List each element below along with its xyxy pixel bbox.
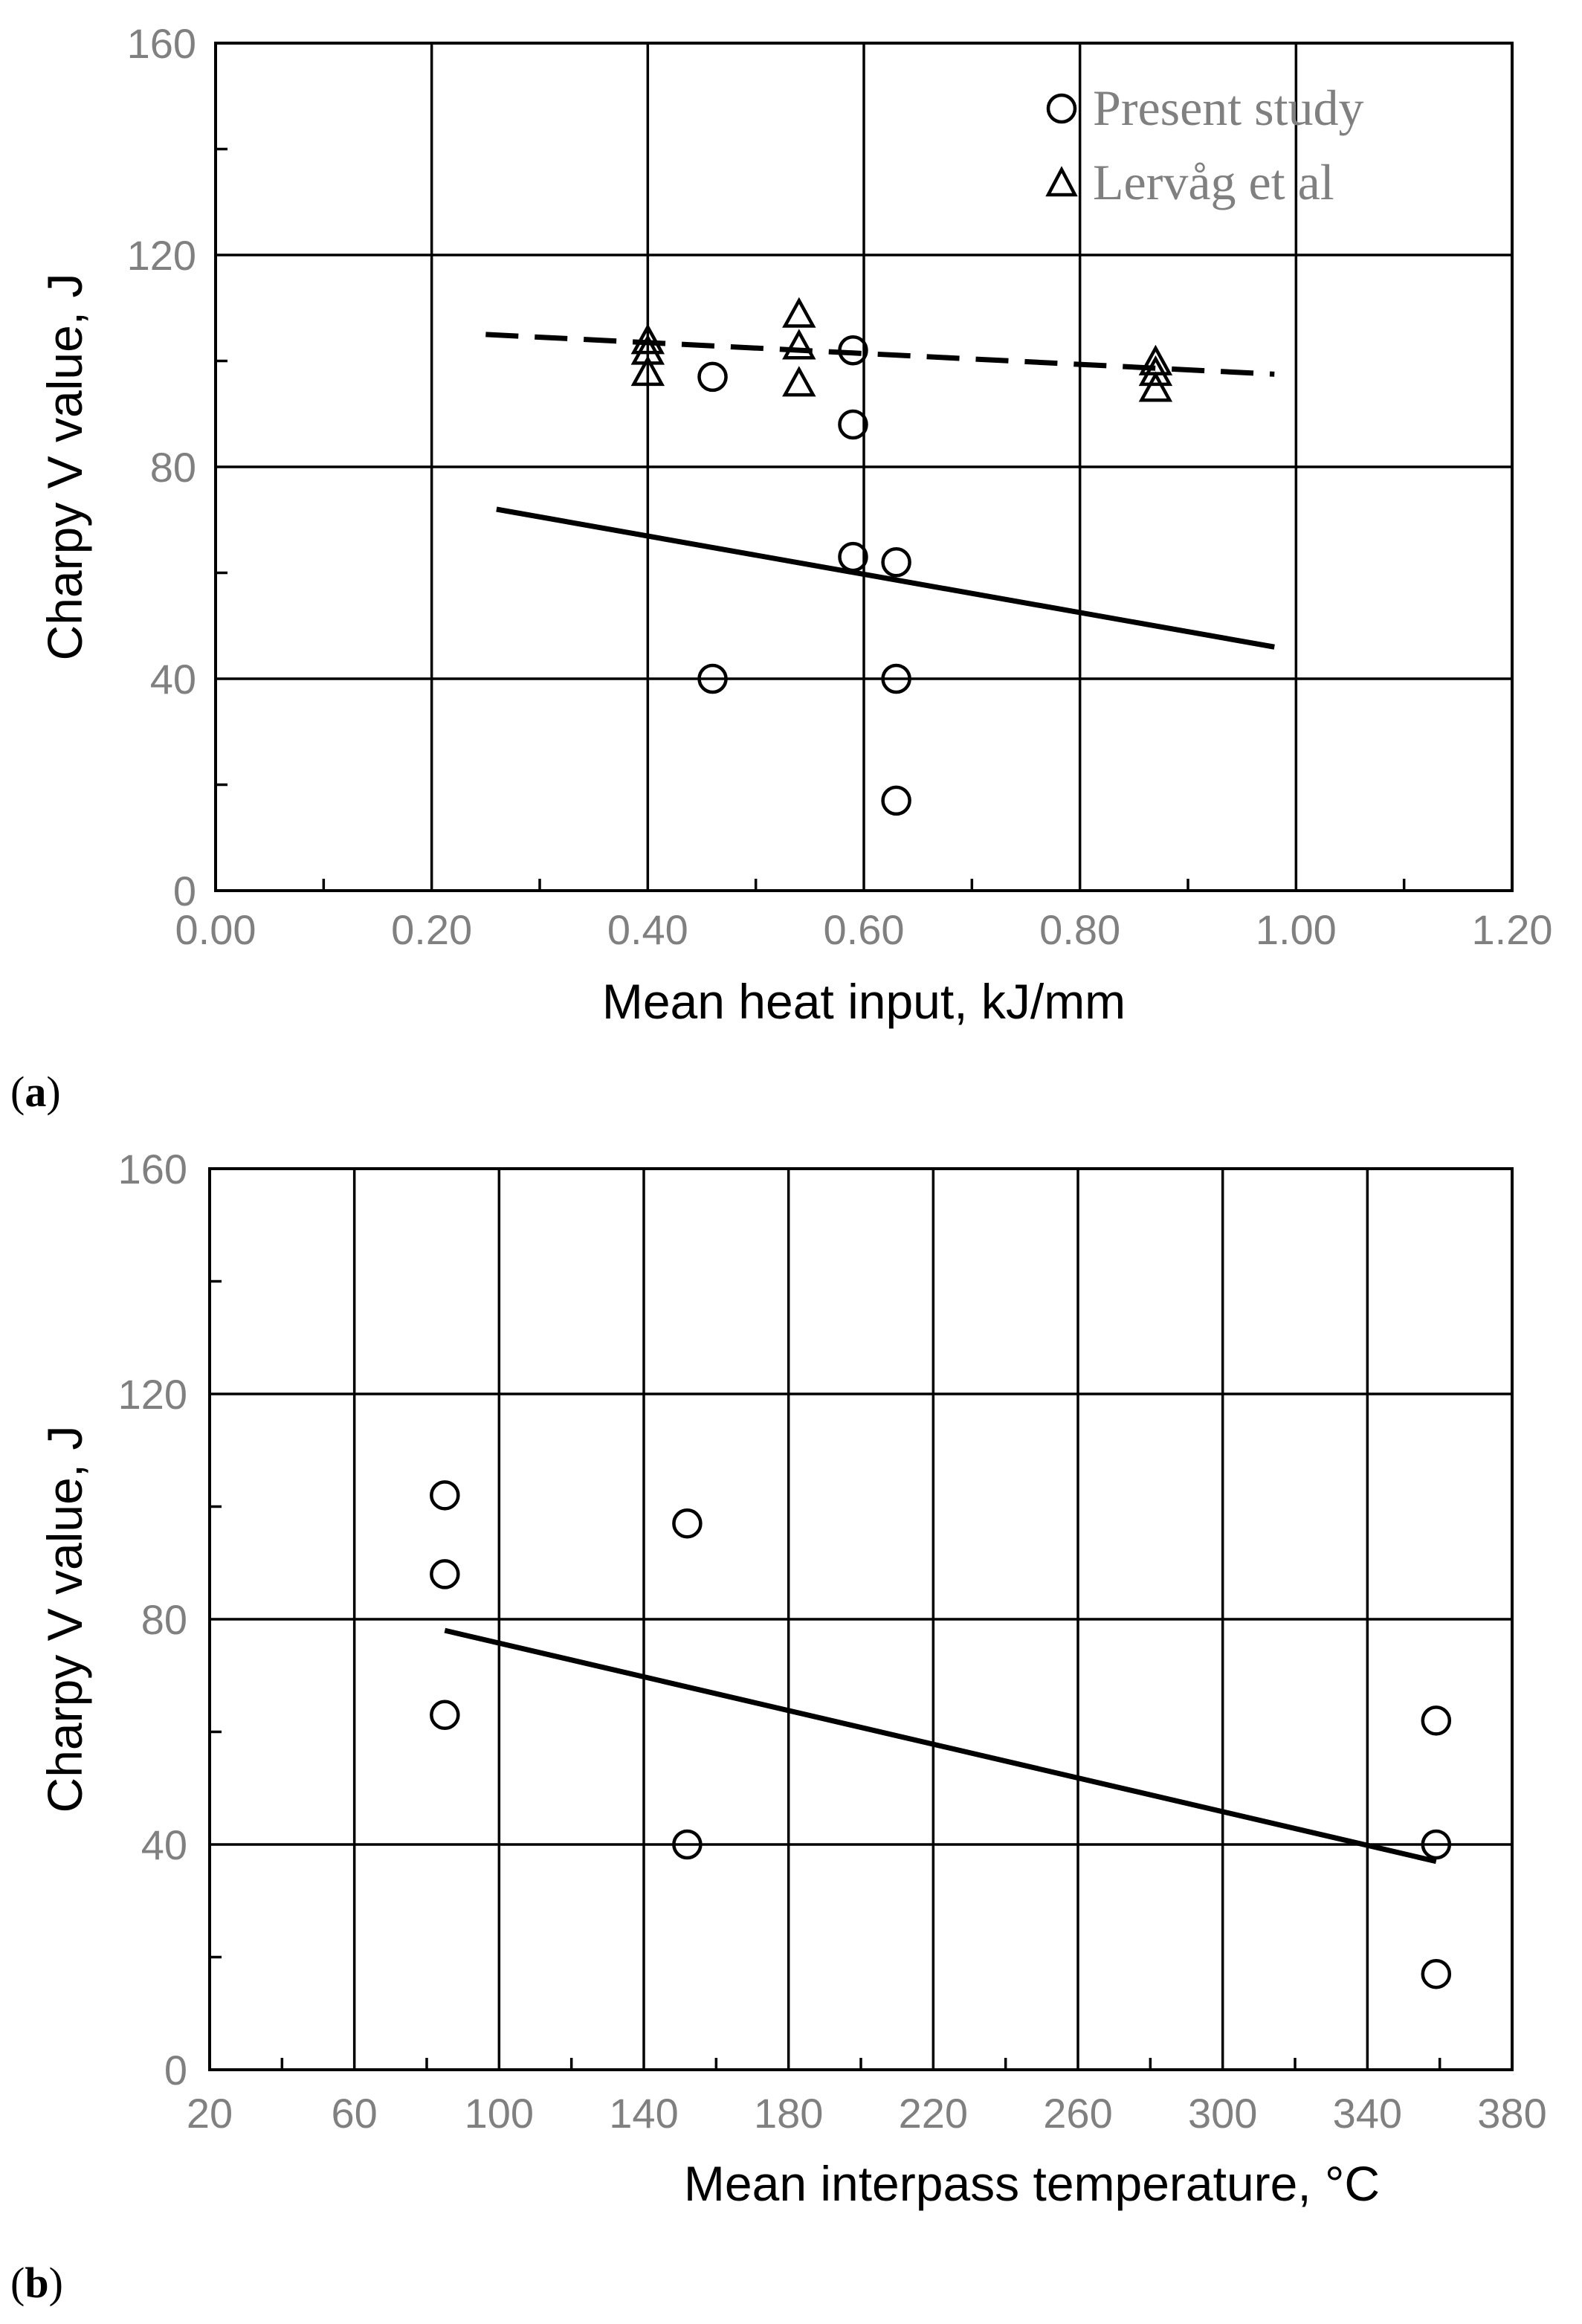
chart-b-point-present-study [430,1559,460,1589]
chart-a-y-tick-40: 40 [150,656,196,703]
chart-a-trendlines [485,332,1275,650]
chart-b-trendlines [444,1627,1437,1865]
chart-b-y-tick-0: 0 [164,2047,187,2094]
chart-b-point-present-study [672,1508,703,1539]
chart-b-y-tick-120: 120 [118,1371,187,1418]
chart-b-point-present-study [430,1700,460,1731]
chart-a-point-present-study [838,409,868,440]
chart-b-panel-label: (b) [10,2259,63,2307]
chart-b-x-tick-100: 100 [465,2090,534,2137]
chart-a-x-tick-0.60: 0.60 [824,906,905,953]
chart-a-point-lerv-g-et-al [782,329,816,360]
chart-b-point-present-study [1421,1705,1452,1736]
chart-a-y-axis-title: Charpy V value, J [37,274,92,661]
chart-a-trendline-dashed [485,332,1275,377]
chart-a-point-present-study [838,335,868,366]
chart-panel-a: 0 40 80 120 160 0.00 0.20 0.40 0.60 0.80 1.00 1.20… [10,20,1553,1116]
chart-a-point-lerv-g-et-al [782,297,816,328]
chart-a-point-lerv-g-et-al [630,355,665,387]
chart-a-trendline-solid [496,506,1275,650]
legend-label-lervag: Lervåg et al [1093,154,1334,210]
chart-a-point-lerv-g-et-al [782,366,816,397]
chart-b-x-axis-title: Mean interpass temperature, °C [684,2156,1380,2211]
chart-a-panel-close-paren: ) [46,1068,60,1116]
chart-b-point-present-study [1421,1958,1452,1989]
chart-a-y-tick-80: 80 [150,444,196,491]
chart-a-point-lerv-g-et-al [630,323,665,355]
chart-b-y-axis-title: Charpy V value, J [37,1426,92,1813]
chart-a-point-lerv-g-et-al [1138,371,1173,402]
chart-b-point-present-study [1421,1829,1452,1860]
chart-b-point-present-study [430,1480,460,1511]
chart-b-x-tick-180: 180 [754,2090,823,2137]
chart-b-point-present-study [672,1829,703,1860]
chart-b-x-tick-380: 380 [1477,2090,1546,2137]
chart-a-point-present-study [881,663,911,694]
chart-a-y-tick-120: 120 [127,232,196,279]
chart-b-x-tick-140: 140 [609,2090,678,2137]
chart-a-x-tick-0.40: 0.40 [607,906,688,953]
legend-marker-lervag [1045,166,1078,197]
chart-a-x-axis-title: Mean heat input, kJ/mm [602,974,1126,1029]
chart-a-legend: Present study Lervåg et al [1045,80,1364,210]
chart-b-x-tick-20: 20 [187,2090,233,2137]
chart-b-y-tick-160: 160 [118,1146,187,1192]
chart-b-panel-letter: b [25,2259,48,2307]
chart-b-panel-open-paren: ( [10,2259,25,2307]
legend-label-present-study: Present study [1093,80,1364,136]
chart-a-panel-label: (a) [10,1068,61,1116]
chart-a-x-tick-0.00: 0.00 [175,906,256,953]
chart-a-point-lerv-g-et-al [1138,355,1173,387]
chart-b-x-tick-60: 60 [332,2090,378,2137]
chart-b-y-tick-80: 80 [141,1596,187,1643]
chart-a-x-tick-0.20: 0.20 [391,906,472,953]
chart-a-panel-letter: a [25,1068,46,1116]
chart-b-points [430,1480,1452,1989]
chart-a-point-present-study [697,361,728,393]
chart-a-x-tick-1.20: 1.20 [1472,906,1553,953]
chart-a-y-tick-0: 0 [173,868,196,914]
chart-b-trendline-solid [444,1627,1437,1865]
chart-a-panel-open-paren: ( [10,1068,25,1116]
chart-b-x-tick-300: 300 [1188,2090,1257,2137]
chart-b-y-tick-labels: 0 40 80 120 160 [118,1146,187,2094]
chart-a-point-present-study [881,547,911,578]
chart-a-y-tick-160: 160 [127,20,196,67]
chart-a-x-tick-0.80: 0.80 [1039,906,1120,953]
chart-a-points [630,297,1173,816]
chart-a-minor-ticks [216,147,1406,891]
chart-b-y-tick-40: 40 [141,1821,187,1868]
chart-a-x-tick-1.00: 1.00 [1256,906,1337,953]
chart-panel-b: 0 40 80 120 160 20 60 100 140 180 220 260 300 340 380… [10,1146,1547,2307]
chart-b-grid [210,1169,1512,2070]
chart-a-point-present-study [697,663,728,694]
chart-b-x-tick-340: 340 [1333,2090,1402,2137]
chart-b-x-tick-labels: 20 60 100 140 180 220 260 300 340 380 [187,2090,1547,2137]
chart-b-minor-ticks [210,1279,1441,2070]
legend-marker-present-study [1046,93,1077,124]
chart-a-x-tick-labels: 0.00 0.20 0.40 0.60 0.80 1.00 1.20 [175,906,1553,953]
chart-b-x-tick-220: 220 [899,2090,968,2137]
chart-a-point-present-study [881,785,911,816]
chart-a-point-present-study [838,541,868,572]
chart-b-panel-close-paren: ) [49,2259,63,2307]
chart-a-y-tick-labels: 0 40 80 120 160 [127,20,196,914]
chart-a-point-lerv-g-et-al [630,334,665,365]
chart-b-x-tick-260: 260 [1043,2090,1112,2137]
chart-a-grid [216,43,1512,891]
